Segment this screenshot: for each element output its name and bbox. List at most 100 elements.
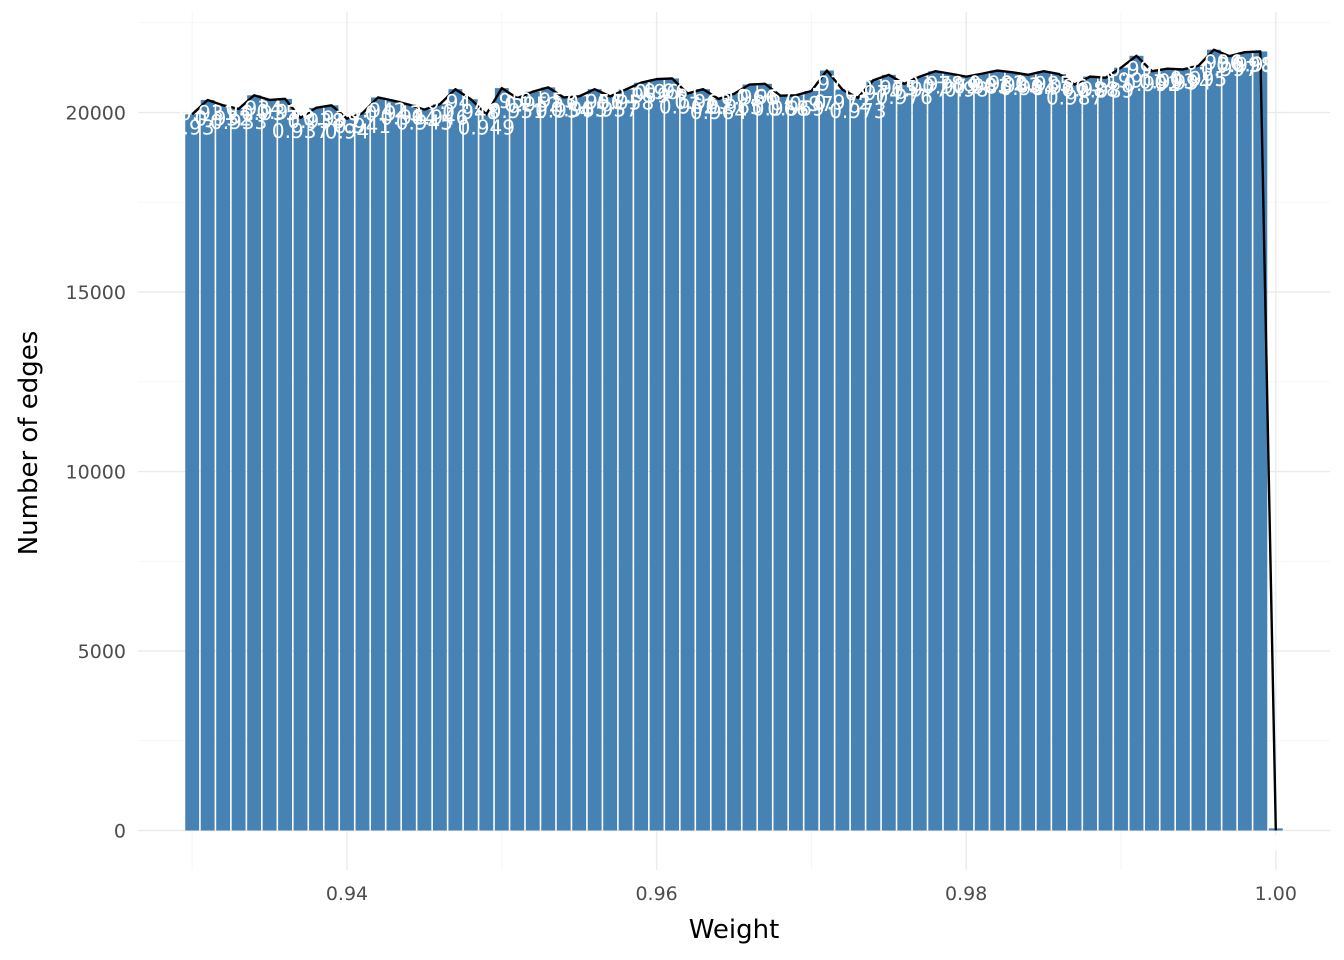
histogram-bar bbox=[494, 88, 509, 831]
histogram-bar bbox=[510, 98, 525, 831]
histogram-bar bbox=[1052, 74, 1067, 831]
bar-label: 0.967 bbox=[736, 85, 793, 109]
histogram-bar bbox=[479, 114, 494, 831]
histogram-bar bbox=[525, 91, 540, 831]
bar-label: 0.939 bbox=[303, 106, 360, 130]
bar-label: 0.975 bbox=[860, 76, 917, 100]
bar-label: 0.942 bbox=[349, 98, 406, 122]
bar-label: 0.962 bbox=[659, 94, 716, 118]
histogram-bar bbox=[340, 118, 354, 831]
histogram-bar bbox=[850, 97, 865, 831]
frequency-line bbox=[191, 48, 1278, 831]
histogram-bar bbox=[448, 89, 463, 831]
bar-label: 0.935 bbox=[241, 101, 298, 125]
histogram-bar bbox=[216, 105, 231, 831]
bars bbox=[185, 49, 1283, 831]
histogram-bar bbox=[1206, 49, 1221, 831]
histogram-bar bbox=[247, 95, 262, 831]
y-tick-label: 5000 bbox=[78, 641, 126, 663]
x-tick-label: 0.98 bbox=[945, 883, 987, 905]
y-tick-label: 15000 bbox=[66, 282, 126, 304]
bar-label: 0.956 bbox=[566, 90, 623, 114]
histogram-bar bbox=[1253, 51, 1268, 831]
histogram-bar bbox=[603, 96, 618, 831]
histogram-bar bbox=[572, 96, 587, 831]
bar-label: 0.957 bbox=[582, 97, 639, 121]
bar-label: 0.979 bbox=[922, 75, 979, 99]
histogram-bar bbox=[1098, 77, 1113, 831]
histogram-bar bbox=[231, 108, 246, 831]
bar-label: 0.996 bbox=[1185, 51, 1242, 75]
histogram-bar bbox=[788, 95, 803, 831]
bar-label: 0.93 bbox=[170, 115, 215, 139]
bar-label: 0.977 bbox=[891, 78, 948, 102]
bar-label: 0.972 bbox=[814, 91, 871, 115]
bar-label: 0.934 bbox=[225, 96, 282, 120]
bar-label: 0.988 bbox=[1061, 78, 1118, 102]
histogram-bar bbox=[1145, 71, 1159, 831]
y-tick-label: 0 bbox=[114, 821, 126, 843]
bar-label: 0.933 bbox=[210, 110, 267, 134]
bar-label: 0.999 bbox=[1232, 52, 1289, 76]
bar-label: 0.99 bbox=[1099, 69, 1144, 93]
histogram-bar bbox=[696, 89, 710, 831]
histogram-bar bbox=[1129, 55, 1144, 831]
bar-label: 0.998 bbox=[1216, 53, 1273, 77]
bar-label: 0.948 bbox=[442, 100, 499, 124]
histogram-bar bbox=[835, 89, 850, 831]
bar-label: 0.955 bbox=[551, 97, 608, 121]
bar-label: 0.954 bbox=[535, 98, 592, 122]
bar-label: 0.96 bbox=[634, 80, 679, 104]
bar-label: 0.965 bbox=[705, 95, 762, 119]
bar-label: 0.966 bbox=[721, 86, 778, 110]
x-tick-label: 0.94 bbox=[326, 883, 368, 905]
bar-label: 1 bbox=[1269, 832, 1282, 856]
bar-label: 0.984 bbox=[999, 76, 1056, 100]
y-tick-label: 20000 bbox=[66, 103, 126, 125]
bar-label: 0.946 bbox=[411, 105, 468, 129]
histogram-bar bbox=[974, 73, 989, 831]
histogram-bar bbox=[727, 93, 741, 831]
histogram-bar bbox=[758, 83, 772, 831]
bar-label: 0.995 bbox=[1170, 67, 1227, 91]
bar-label: 0.981 bbox=[953, 75, 1010, 99]
histogram-bar bbox=[881, 74, 896, 831]
bar-label: 0.987 bbox=[1046, 86, 1103, 110]
bar-label: 0.952 bbox=[504, 93, 561, 117]
bar-label: 0.947 bbox=[427, 90, 484, 114]
histogram-bar bbox=[1005, 72, 1020, 831]
x-axis-title: Weight bbox=[689, 915, 780, 945]
bar-label: 0.936 bbox=[256, 100, 313, 124]
x-tick-label: 0.96 bbox=[635, 883, 677, 905]
bar-label: 0.985 bbox=[1015, 72, 1072, 96]
histogram-bar bbox=[262, 99, 277, 831]
histogram-bar bbox=[742, 84, 757, 831]
histogram-bar bbox=[804, 90, 819, 831]
bar-label: 0.959 bbox=[612, 84, 669, 108]
frequency-line-layer bbox=[191, 48, 1278, 831]
histogram-bar bbox=[819, 70, 834, 831]
bar-labels: 0.930.9310.9320.9330.9340.9350.9360.9370… bbox=[170, 51, 1289, 856]
histogram-bar bbox=[1083, 76, 1097, 831]
y-axis-title: Number of edges bbox=[14, 331, 44, 556]
bar-label: 0.931 bbox=[179, 101, 236, 125]
bar-label: 0.98 bbox=[944, 78, 989, 102]
bar-label: 0.976 bbox=[876, 85, 933, 109]
bar-label: 0.94 bbox=[325, 120, 370, 144]
bar-label: 0.97 bbox=[789, 92, 834, 116]
x-axis-ticks: 0.94 0.96 0.98 1.00 bbox=[326, 883, 1297, 905]
bar-label: 0.943 bbox=[365, 102, 422, 126]
histogram-bar bbox=[293, 117, 308, 831]
histogram-bar bbox=[1021, 74, 1036, 831]
histogram-bar bbox=[773, 95, 788, 831]
bar-label: 0.953 bbox=[520, 88, 577, 112]
bar-label: 0.978 bbox=[907, 72, 964, 96]
bar-label: 0.964 bbox=[690, 100, 747, 124]
histogram-bar bbox=[556, 97, 571, 831]
y-axis-ticks: 0 5000 10000 15000 20000 bbox=[66, 103, 126, 843]
histogram-bar bbox=[1222, 56, 1237, 831]
bar-label: 0.992 bbox=[1123, 72, 1180, 96]
y-tick-label: 10000 bbox=[66, 462, 126, 484]
bar-label: 0.941 bbox=[334, 114, 391, 138]
